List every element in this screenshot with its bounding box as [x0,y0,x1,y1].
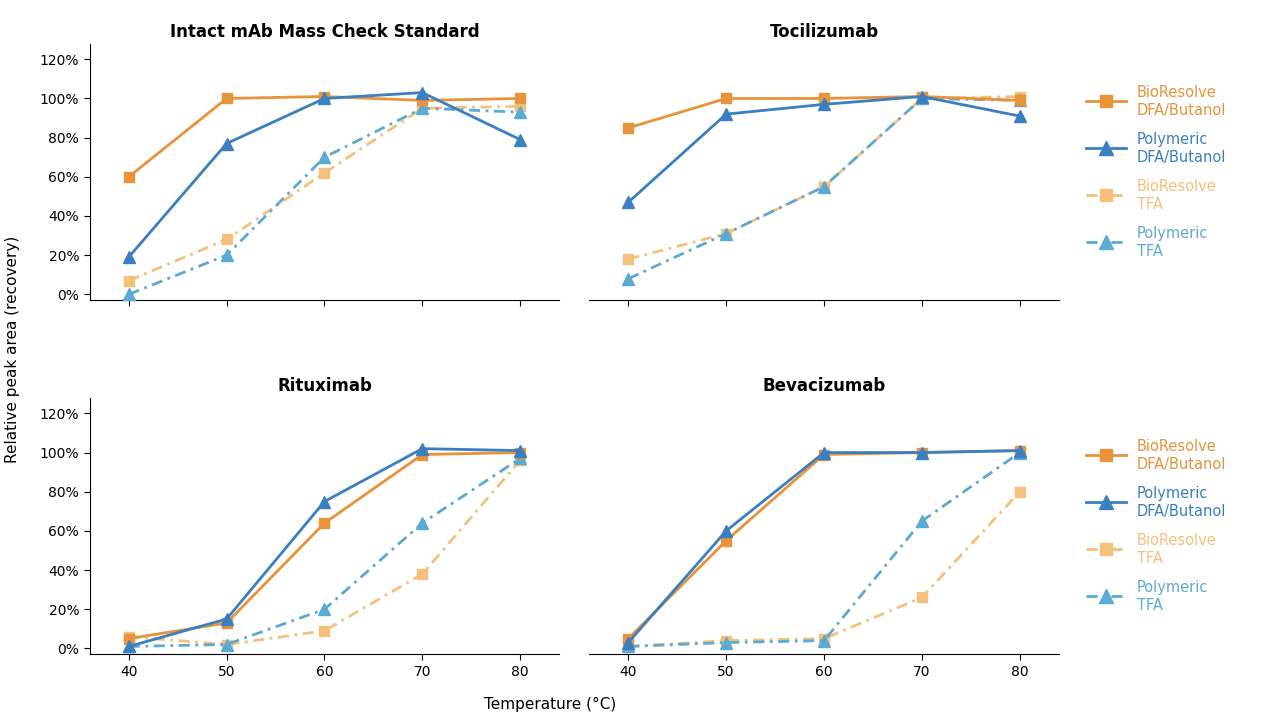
Title: Tocilizumab: Tocilizumab [769,23,878,41]
Text: Temperature (°C): Temperature (°C) [484,697,617,712]
Legend: BioResolve
DFA/Butanol, Polymeric
DFA/Butanol, BioResolve
TFA, Polymeric
TFA: BioResolve DFA/Butanol, Polymeric DFA/Bu… [1080,433,1231,619]
Title: Bevacizumab: Bevacizumab [763,377,886,395]
Title: Intact mAb Mass Check Standard: Intact mAb Mass Check Standard [170,23,479,41]
Title: Rituximab: Rituximab [276,377,372,395]
Text: Relative peak area (recovery): Relative peak area (recovery) [5,236,20,462]
Legend: BioResolve
DFA/Butanol, Polymeric
DFA/Butanol, BioResolve
TFA, Polymeric
TFA: BioResolve DFA/Butanol, Polymeric DFA/Bu… [1080,79,1231,265]
